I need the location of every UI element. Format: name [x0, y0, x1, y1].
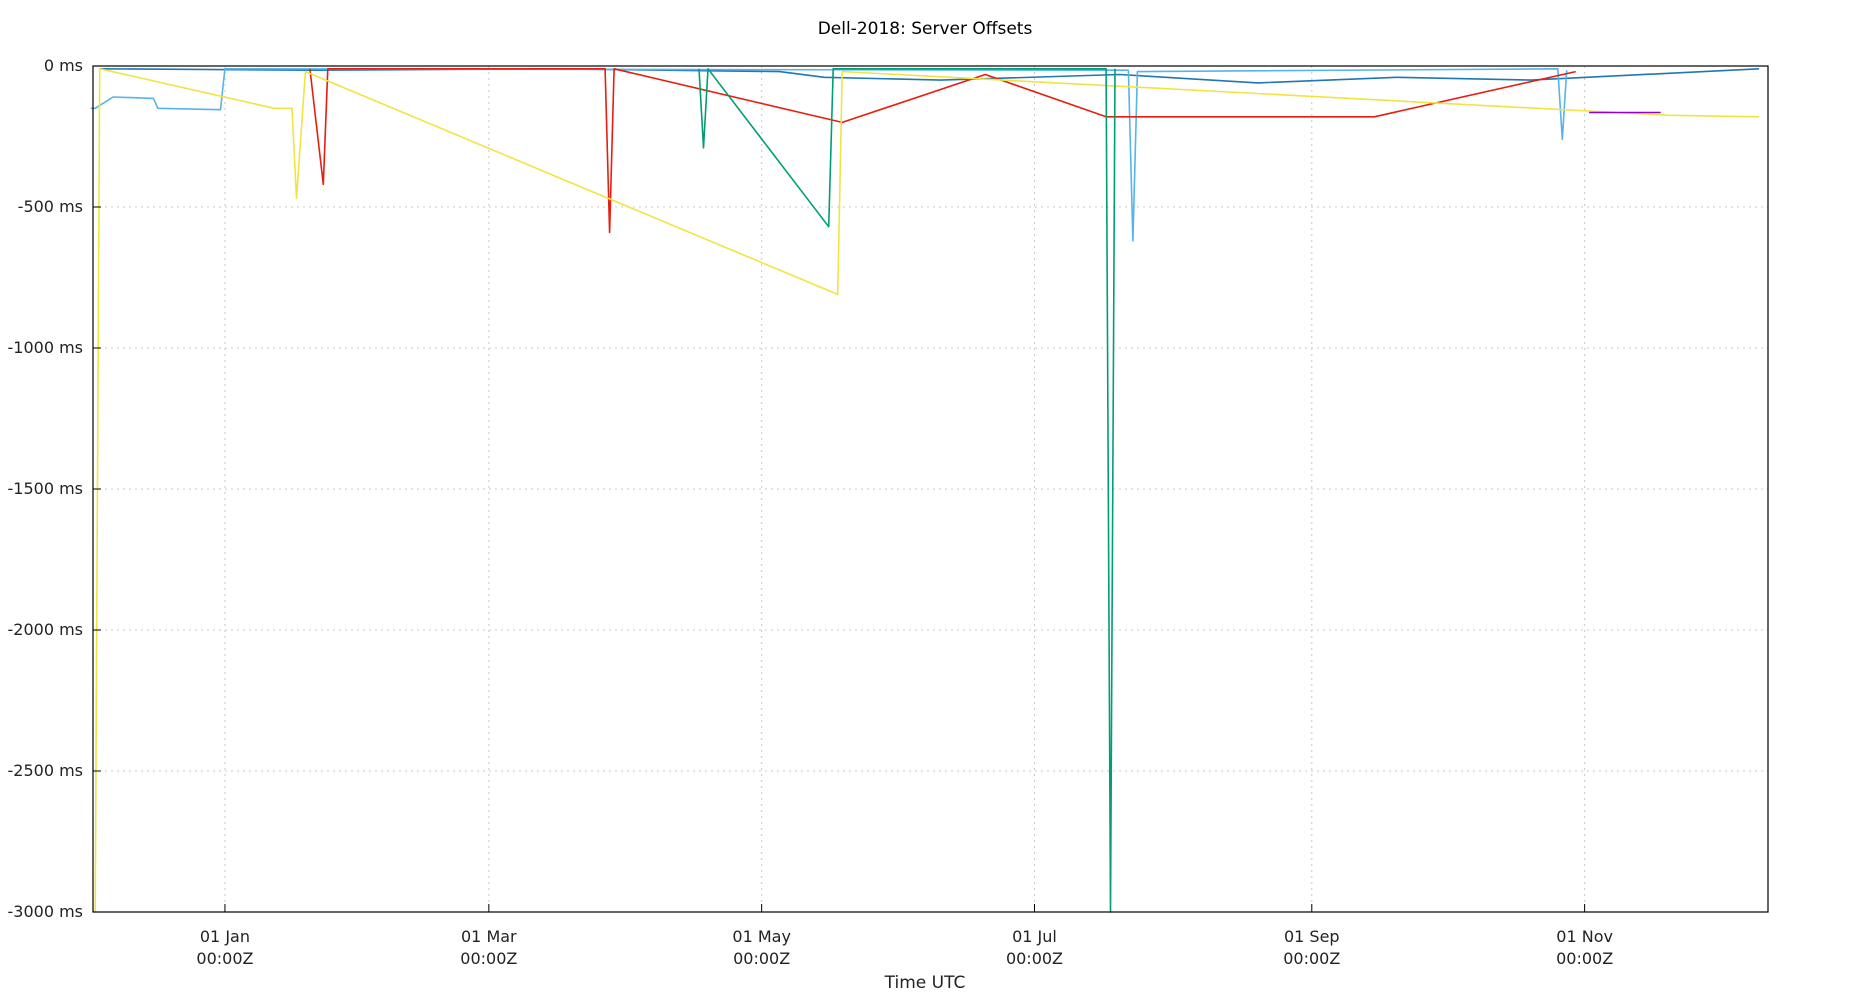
chart-title: Dell-2018: Server Offsets — [818, 19, 1033, 39]
x-tick-label: 01 Sep — [1284, 927, 1340, 946]
y-tick-label: -1000 ms — [8, 338, 84, 357]
y-tick-label: 0 ms — [44, 56, 83, 75]
x-tick-label: 00:00Z — [1556, 949, 1613, 968]
series-line — [698, 68, 1116, 913]
x-tick-label: 00:00Z — [460, 949, 517, 968]
x-tick-label: 00:00Z — [196, 949, 253, 968]
x-tick-label: 01 Jan — [200, 927, 250, 946]
x-axis-label: Time UTC — [884, 973, 966, 993]
x-tick-label: 00:00Z — [733, 949, 790, 968]
y-tick-label: -500 ms — [18, 197, 83, 216]
x-axis: 01 Jan 00:00Z 01 Mar 00:00Z 01 May 00:00Z 01 J… — [196, 904, 1613, 968]
x-tick-label: 01 Jul — [1012, 927, 1057, 946]
series-line — [94, 68, 1760, 913]
x-tick-label: 00:00Z — [1283, 949, 1340, 968]
y-tick-label: -1500 ms — [8, 479, 84, 498]
x-tick-label: 00:00Z — [1006, 949, 1063, 968]
data-series — [90, 68, 1760, 913]
x-tick-label: 01 May — [732, 927, 791, 946]
series-line — [90, 68, 1568, 242]
grid-lines — [93, 65, 1768, 913]
y-tick-label: -2000 ms — [8, 620, 84, 639]
x-tick-label: 01 Nov — [1556, 927, 1613, 946]
x-tick-label: 01 Mar — [461, 927, 517, 946]
series-line — [309, 68, 1576, 234]
y-axis: 0 ms -500 ms -1000 ms -1500 ms -2000 ms -2500… — [8, 56, 101, 921]
y-tick-label: -2500 ms — [8, 761, 84, 780]
y-tick-label: -3000 ms — [8, 902, 84, 921]
